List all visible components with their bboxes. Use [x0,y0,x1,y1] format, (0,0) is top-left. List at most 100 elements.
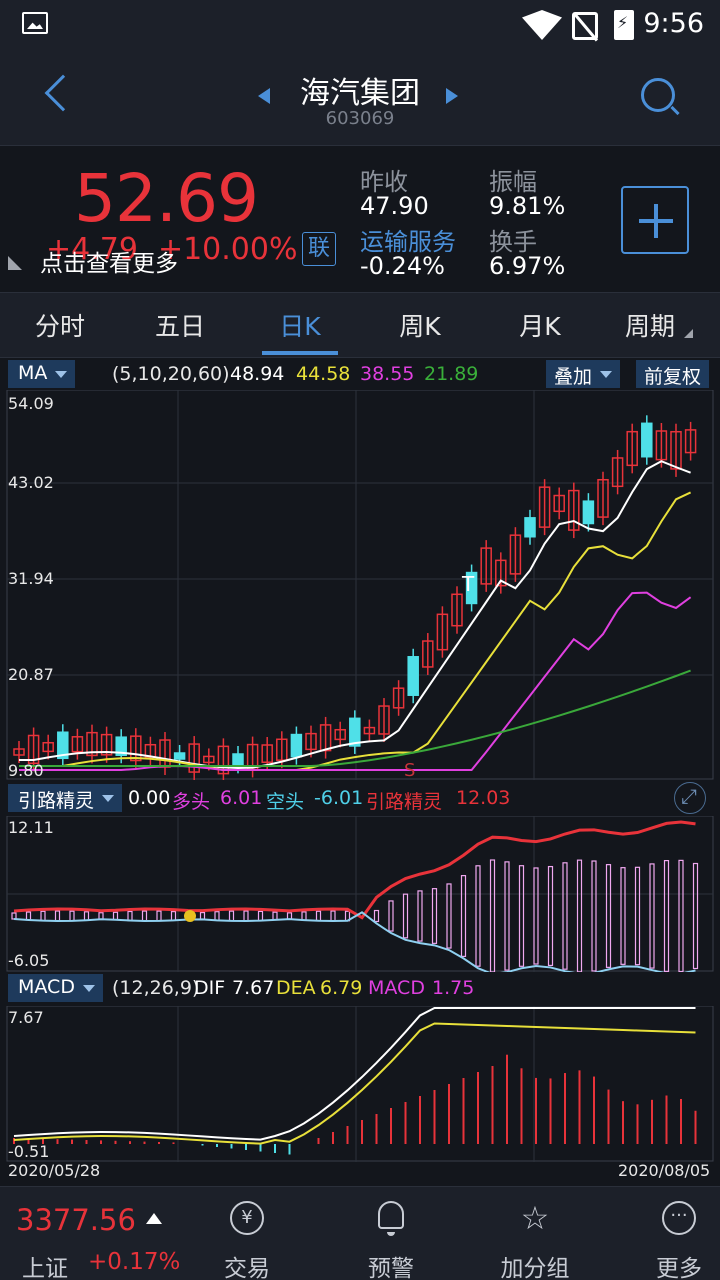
kline-candle [276,738,288,761]
kline-candle [130,735,142,762]
kline-candle [436,613,449,651]
ylj-bar [315,910,322,922]
ylj-select[interactable]: 引路精灵 [8,784,123,812]
ylj-bar [40,910,46,922]
dea-line [13,1022,696,1145]
kline-y-label-top: 54.09 [8,394,54,413]
nav-add-group[interactable]: ☆ 加分组 [480,1187,590,1280]
kline-candle [173,752,186,760]
linked-button[interactable]: 联 [302,232,336,266]
dea-value: 6.79 [320,977,363,999]
index-up-arrow-icon [146,1213,162,1224]
kline-frame [6,390,714,780]
amplitude-label: 振幅 [489,168,537,196]
nav-alert[interactable]: 预警 [336,1187,446,1280]
turnover-label: 换手 [489,228,537,256]
ylj-bar [214,911,220,921]
ylj-bar [475,865,481,967]
industry-link[interactable]: 运输服务 [360,228,456,256]
dea-label: DEA [276,977,316,999]
stock-code: 603069 [325,108,395,129]
date-start: 2020/05/28 [8,1161,101,1180]
nav-trade[interactable]: ¥ 交易 [192,1187,302,1280]
change-amount: +4.79 [46,232,138,267]
star-icon: ☆ [520,1199,550,1237]
kline-candle [509,534,522,575]
tab-monthly-k[interactable]: 月K [519,312,561,341]
view-more-hint[interactable]: 点击查看更多 [40,251,178,277]
kline-candle [611,457,624,488]
ylj-bar [446,883,452,949]
next-stock-arrow-icon[interactable] [446,88,458,104]
kline-candle [684,429,697,454]
prev-close-label: 昨收 [360,168,408,196]
kline-y-label-3: 31.94 [8,569,54,588]
ylj-value: 12.03 [456,787,511,809]
index-percent: +0.17% [88,1249,181,1275]
kline-candle [655,430,668,461]
macd-select[interactable]: MACD [8,974,103,1002]
tab-weekly-k[interactable]: 周K [399,312,441,341]
ma5-line [19,460,691,769]
tab-daily-k[interactable]: 日K [279,312,321,341]
period-tabs: 分时 五日 日K 周K 月K 周期 [0,292,720,358]
kline-candle [42,741,54,753]
search-icon[interactable] [641,78,675,112]
kline-candle [217,745,230,775]
index-name: 上证 [22,1256,68,1280]
kline-candle [465,571,478,605]
kline-candle [261,744,273,763]
overlay-button[interactable]: 叠加 [546,360,621,388]
ylj-bar [460,875,467,957]
kline-chart[interactable] [0,390,720,780]
ylj-bar [373,909,380,923]
dif-label: DIF [194,977,226,999]
ylj-bar [127,910,133,922]
stock-name: 海汽集团 [300,76,420,111]
ma20-value: 38.55 [360,363,415,385]
macd-chart[interactable] [0,1006,720,1162]
active-tab-indicator [262,351,338,355]
quote-panel[interactable]: 52.69 +4.79 +10.00% 点击查看更多 联 昨收 47.90 运输服… [0,146,720,292]
adjust-button[interactable]: 前复权 [636,360,710,388]
short-value: -6.01 [314,787,364,809]
clock: 9:56 [643,8,704,39]
kline-candle [597,478,609,518]
ylj-indicator-bar: 引路精灵 0.00 多头 6.01 空头 -6.01 引路精灵 12.03 [0,782,720,814]
ylj-bar [272,911,278,921]
ma5-value: 48.94 [230,363,285,385]
kline-candle [480,547,492,585]
s-marker: S [404,760,416,781]
ylj-base-value: 0.00 [128,787,171,809]
kline-candle [363,726,376,735]
nav-more[interactable]: ··· 更多 [624,1187,720,1280]
ylj-bar [156,910,162,922]
ylj-chart[interactable] [0,816,720,972]
tab-five-day[interactable]: 五日 [154,312,205,341]
ylj-bar [402,893,409,939]
ylj-bar [518,865,525,967]
kline-candle [626,430,638,467]
kline-candle [422,640,434,668]
ma60-line [19,669,691,767]
prev-stock-arrow-icon[interactable] [258,88,270,104]
kline-y-label-4: 20.87 [8,665,54,684]
kline-candle [115,736,127,757]
ylj-bar [431,888,438,944]
kline-candle [495,559,507,587]
kline-y-label-bottom: 9.80 [8,761,44,780]
kline-candle [27,734,40,765]
tab-period[interactable]: 周期 [624,312,675,341]
ma-select[interactable]: MA [8,360,76,388]
ylj-bar [112,911,119,921]
butterfly-icon [184,910,196,922]
macd-value: 1.75 [432,977,475,999]
expand-icon[interactable] [674,782,706,814]
ylj-bar [605,864,612,968]
amplitude-value: 9.81% [489,192,566,220]
ylj-bar [547,865,554,967]
ylj-blue-line [13,911,696,972]
add-watchlist-button[interactable] [621,186,689,254]
tab-intraday[interactable]: 分时 [34,312,85,341]
kline-candle [71,736,84,753]
